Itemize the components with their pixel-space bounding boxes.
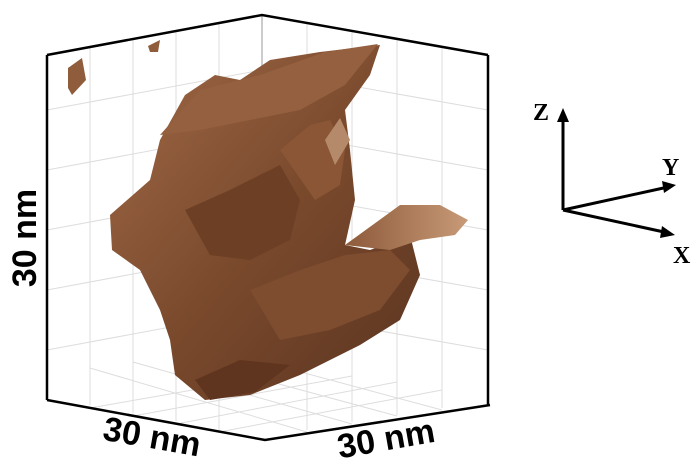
x-axis-label: X <box>673 243 691 269</box>
z-axis-label: Z <box>533 100 549 126</box>
bottom-right-scale-label: 30 nm <box>334 412 437 466</box>
vertical-scale-label: 30 nm <box>6 189 44 287</box>
y-axis-label: Y <box>662 155 679 181</box>
axis-triad <box>557 108 676 238</box>
bounding-box <box>45 13 491 442</box>
reconstruction <box>68 40 468 400</box>
bottom-left-scale-label: 30 nm <box>100 410 203 464</box>
